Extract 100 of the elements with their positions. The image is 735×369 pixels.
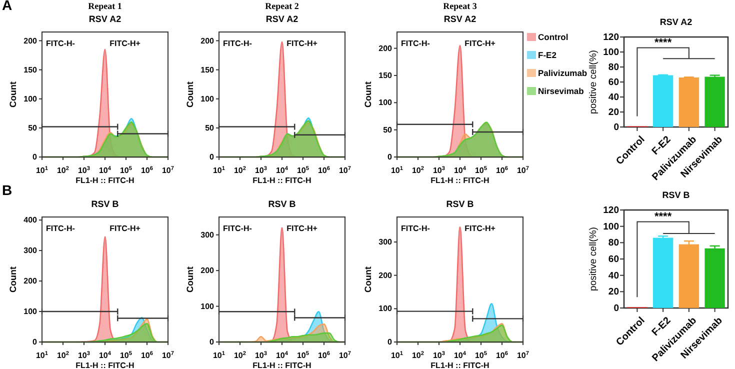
- y-tick-label: 100: [200, 302, 215, 311]
- y-axis-title: Count: [185, 266, 195, 292]
- x-tick-label: 10$^{7}$: [162, 166, 174, 175]
- y-tick-label: 200: [200, 36, 215, 46]
- x-tick-label: 10$^{3}$: [78, 166, 90, 175]
- y-axis-title: Count: [363, 266, 373, 292]
- x-axis-title: FL1-H :: FITC-H: [430, 361, 490, 369]
- y-tick-label: 100: [603, 47, 619, 58]
- x-tick-label: 10$^{3}$: [432, 351, 446, 360]
- y-tick-label: 100: [603, 221, 619, 232]
- x-tick-label: 10$^{2}$: [56, 166, 70, 175]
- x-tick-label: 10$^{1}$: [36, 351, 48, 360]
- y-tick-label: 400: [24, 216, 38, 225]
- y-axis-title: positive cell(%): [588, 227, 599, 291]
- annotation: FITC-H-: [223, 224, 252, 233]
- x-tick-label: 10$^{7}$: [516, 166, 530, 175]
- y-tick-label: 100: [24, 307, 38, 316]
- x-tick-label: 10$^{5}$: [296, 166, 310, 175]
- annotation: FITC-H-: [46, 224, 76, 233]
- x-tick-label: 10$^{6}$: [496, 351, 508, 360]
- y-tick-label: 200: [378, 44, 393, 53]
- y-tick-label: 80: [608, 238, 619, 249]
- y-tick-label: 150: [24, 65, 38, 74]
- chart-title: RSV B: [91, 199, 120, 209]
- x-tick-label: 10$^{7}$: [162, 351, 174, 360]
- x-tick-label: 10$^{7}$: [338, 166, 352, 175]
- bar: [678, 244, 700, 308]
- y-tick-label: 300: [378, 238, 393, 247]
- bar: [678, 78, 700, 127]
- bar: [704, 248, 725, 308]
- annotation: FITC-H+: [464, 39, 496, 48]
- x-tick-label: 10$^{1}$: [36, 166, 48, 175]
- y-tick-label: 150: [200, 65, 215, 74]
- bar: [652, 238, 674, 308]
- x-tick-label: 10$^{5}$: [120, 351, 132, 360]
- chart-title: Repeat 3: [443, 1, 478, 11]
- chart-title: RSV A2: [660, 17, 692, 27]
- y-tick-label: 0: [388, 338, 393, 347]
- x-tick-label: 10$^{7}$: [338, 351, 352, 360]
- x-tick-label: 10$^{2}$: [412, 351, 424, 360]
- annotation: FITC-H+: [110, 224, 141, 233]
- y-tick-label: 0: [210, 152, 215, 162]
- y-tick-label: 120: [603, 32, 619, 44]
- y-tick-label: 300: [200, 230, 215, 240]
- text: B: [2, 182, 12, 198]
- chart-title: Repeat 1: [88, 1, 122, 11]
- annotation: FITC-H+: [286, 39, 318, 48]
- y-tick-label: 200: [24, 276, 38, 286]
- x-tick-label: 10$^{5}$: [120, 166, 132, 175]
- y-tick-label: 60: [608, 77, 619, 88]
- x-tick-label: 10$^{3}$: [432, 166, 446, 175]
- y-tick-label: 100: [378, 304, 393, 314]
- chart-title: RSV B: [662, 190, 690, 200]
- chart-title: RSV B: [268, 199, 296, 209]
- y-tick-label: 100: [378, 98, 393, 108]
- y-tick-label: 200: [24, 36, 38, 46]
- x-tick-label: 10$^{2}$: [234, 166, 246, 175]
- chart-title: RSV B: [446, 199, 474, 209]
- y-tick-label: 0: [32, 152, 38, 162]
- x-axis-title: FL1-H :: FITC-H: [252, 361, 312, 369]
- annotation: FITC-H-: [401, 39, 430, 48]
- x-tick-label: 10$^{2}$: [234, 351, 246, 360]
- x-tick-label: 10$^{7}$: [516, 351, 530, 360]
- x-tick-label: 10$^{2}$: [56, 351, 70, 360]
- bar: [704, 76, 725, 127]
- legend-label: Nirsevimab: [538, 86, 584, 96]
- annotation: FITC-H+: [286, 224, 318, 233]
- y-tick-label: 200: [378, 270, 393, 280]
- x-tick-label: 10$^{6}$: [318, 166, 330, 175]
- y-tick-label: 50: [28, 123, 38, 132]
- y-tick-label: 100: [200, 94, 215, 104]
- x-tick-label: 10$^{3}$: [254, 166, 268, 175]
- bar: [652, 75, 674, 127]
- y-axis-title: Count: [185, 82, 195, 108]
- y-tick-label: 50: [205, 123, 215, 132]
- x-tick-label: 10$^{5}$: [474, 351, 488, 360]
- x-tick-label: 10$^{6}$: [496, 166, 508, 175]
- chart-title: Repeat 2: [265, 1, 300, 11]
- annotation: FITC-H+: [464, 224, 496, 233]
- y-axis-title: positive cell(%): [588, 50, 599, 114]
- annotation: ****: [654, 210, 672, 223]
- x-tick-label: 10$^{1}$: [390, 166, 404, 175]
- x-tick-label: 10$^{1}$: [390, 351, 404, 360]
- y-axis-title: Count: [8, 82, 18, 108]
- x-axis-title: FL1-H :: FITC-H: [252, 176, 312, 185]
- y-tick-label: 60: [608, 254, 619, 266]
- y-tick-label: 40: [608, 92, 619, 104]
- chart-subtitle: RSV A2: [444, 14, 476, 24]
- x-tick-label: 10$^{4}$: [276, 351, 289, 360]
- y-tick-label: 0: [210, 338, 215, 347]
- y-tick-label: 150: [378, 71, 393, 80]
- annotation: FITC-H-: [223, 39, 252, 48]
- annotation: FITC-H+: [110, 39, 141, 48]
- x-tick-label: 10$^{6}$: [140, 351, 154, 360]
- y-tick-label: 0: [388, 152, 393, 162]
- y-tick-label: 300: [24, 246, 38, 256]
- y-axis-title: Count: [8, 266, 18, 292]
- annotation: FITC-H-: [46, 39, 76, 48]
- annotation: FITC-H-: [401, 224, 430, 233]
- x-tick-label: 10$^{4}$: [98, 166, 112, 175]
